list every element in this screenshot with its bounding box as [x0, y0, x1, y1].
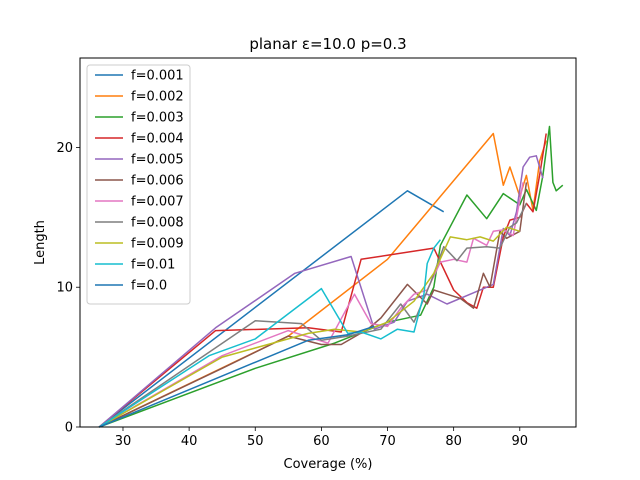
y-axis-title: Length: [33, 220, 48, 265]
x-axis-title: Coverage (%): [284, 457, 373, 472]
legend-label-4: f=0.004: [131, 132, 184, 147]
legend-label-5: f=0.005: [131, 153, 184, 168]
legend-label-6: f=0.006: [131, 174, 184, 189]
x-axis: 30 40 50 60 70 80 90: [115, 427, 528, 449]
x-tick-label-2: 40: [181, 434, 198, 449]
legend-label-11: f=0.0: [131, 279, 167, 294]
series-line-11: [98, 325, 375, 428]
chart-title: planar ε=10.0 p=0.3: [249, 35, 406, 53]
x-tick-label-1: 30: [115, 434, 132, 449]
x-tick-label-4: 60: [313, 434, 330, 449]
x-tick-label-6: 80: [445, 434, 462, 449]
y-axis: 0 10 20: [56, 141, 80, 436]
legend-label-7: f=0.007: [131, 195, 184, 210]
series-line-1: [98, 190, 445, 428]
series-line-8: [98, 203, 528, 428]
legend-label-3: f=0.003: [131, 111, 184, 126]
x-tick-label-5: 70: [379, 434, 396, 449]
legend-label-10: f=0.01: [131, 258, 175, 273]
legend-label-9: f=0.009: [131, 237, 184, 252]
legend-label-1: f=0.001: [131, 69, 184, 84]
y-tick-label-3: 20: [56, 141, 73, 156]
legend-box: [86, 64, 191, 305]
x-tick-label-3: 50: [247, 434, 264, 449]
plot-lines: [98, 125, 564, 428]
series-line-10: [98, 239, 441, 428]
series-line-4: [98, 133, 547, 428]
x-tick-label-7: 90: [512, 434, 529, 449]
axes-frame: [79, 57, 577, 428]
legend-label-8: f=0.008: [131, 216, 184, 231]
legend-label-2: f=0.002: [131, 90, 184, 105]
y-tick-label-1: 0: [65, 421, 73, 436]
series-line-6: [98, 182, 528, 428]
legend: f=0.001 f=0.002 f=0.003 f=0.004 f=0.005 f=0.0…: [86, 64, 191, 305]
y-tick-label-2: 10: [56, 281, 73, 296]
